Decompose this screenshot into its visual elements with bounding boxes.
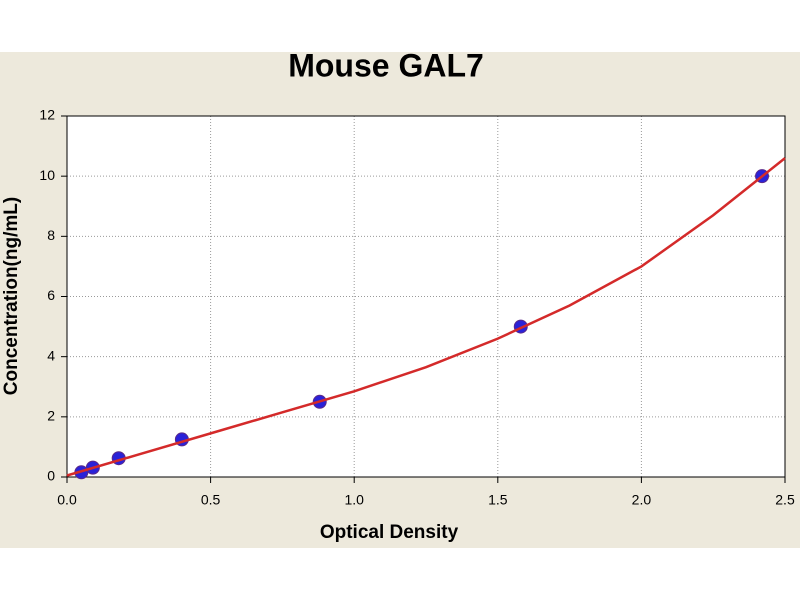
y-tick-label: 2 (47, 408, 55, 424)
x-tick-label: 2.5 (775, 492, 795, 508)
x-tick-label: 1.0 (344, 492, 364, 508)
fit-curve (66, 157, 786, 477)
x-tick-label: 2.0 (632, 492, 652, 508)
y-tick-label: 12 (39, 107, 55, 123)
chart-title: Mouse GAL7 (288, 47, 484, 83)
y-tick-label: 8 (47, 227, 55, 243)
y-axis-label: Concentration(ng/mL) (1, 197, 22, 395)
y-tick-label: 4 (47, 347, 55, 363)
plot-area (67, 116, 785, 477)
y-tick-label: 10 (39, 167, 55, 183)
y-tick-label: 6 (47, 287, 55, 303)
x-tick-label: 0.0 (57, 492, 77, 508)
x-tick-label: 0.5 (201, 492, 221, 508)
y-tick-label: 0 (47, 468, 55, 484)
x-tick-label: 1.5 (488, 492, 508, 508)
x-axis-label: Optical Density (320, 522, 459, 543)
